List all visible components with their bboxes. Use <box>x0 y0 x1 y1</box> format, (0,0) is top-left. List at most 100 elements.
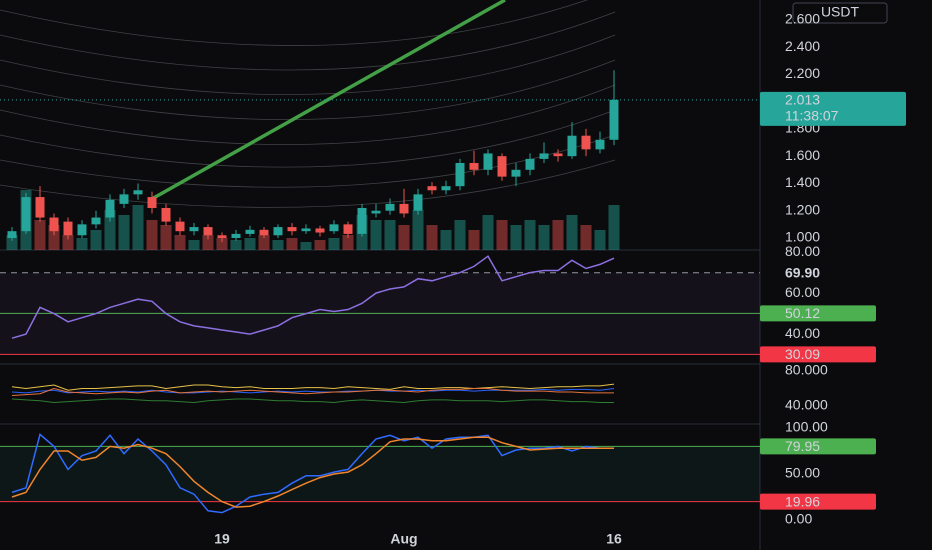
candle-body <box>427 186 437 191</box>
volume-bar <box>426 225 438 250</box>
candle-body <box>539 153 549 159</box>
candle-body <box>399 203 409 214</box>
y-tick-label: 1.600 <box>785 147 820 163</box>
band-fill <box>0 446 760 502</box>
candle-body <box>273 227 283 236</box>
volume-bar <box>496 220 508 250</box>
level-label-box <box>760 438 876 455</box>
y-tick-label: 0.00 <box>785 511 812 527</box>
volume-bar <box>272 240 284 250</box>
indicator-line <box>11 255 615 339</box>
volume-bar <box>146 220 158 250</box>
candle-body <box>147 197 157 208</box>
volume-bar <box>202 235 214 250</box>
candle-body <box>385 203 395 211</box>
volume-bar <box>76 238 88 250</box>
fan-lines <box>0 0 616 208</box>
level-label-box <box>760 346 876 363</box>
indicator-line <box>11 383 615 391</box>
candle-body <box>329 224 339 232</box>
candle-body <box>35 197 45 218</box>
candle-body <box>511 169 521 177</box>
volume-bar <box>230 240 242 250</box>
y-tick-label: 60.00 <box>785 284 820 300</box>
candle-body <box>413 194 423 211</box>
volume-bar <box>258 235 270 250</box>
volume-bar <box>552 220 564 250</box>
volume-bar <box>244 238 256 250</box>
x-tick-label: 16 <box>606 531 622 547</box>
candle-body <box>133 190 143 195</box>
y-tick-label: 1.200 <box>785 201 820 217</box>
candle-body <box>63 221 73 236</box>
candle-body <box>7 231 17 238</box>
candle-body <box>497 156 507 177</box>
candle-body <box>553 153 563 157</box>
volume-bar <box>594 230 606 250</box>
volume-bar <box>580 225 592 250</box>
volume-bar <box>342 235 354 250</box>
volume-bar <box>104 210 116 250</box>
candle-body <box>567 135 577 157</box>
level-label-box <box>760 305 876 322</box>
volume-bar <box>6 235 18 250</box>
candle-body <box>581 135 591 150</box>
candle-body <box>483 153 493 170</box>
candle-body <box>525 158 535 170</box>
candle-body <box>357 207 367 234</box>
y-tick-label: 2.600 <box>785 10 820 26</box>
candle-body <box>259 229 269 236</box>
indicator-line <box>11 398 614 404</box>
trend-line <box>149 0 506 202</box>
volume-bar <box>468 230 480 250</box>
last-price-box <box>760 91 906 126</box>
candle-body <box>91 217 101 225</box>
level-label: 19.96 <box>785 493 820 509</box>
volume-bar <box>34 220 46 250</box>
candle-body <box>371 210 381 214</box>
volume-bar <box>566 215 578 250</box>
level-label: 50.12 <box>785 305 820 321</box>
last-price: 2.013 <box>785 92 820 108</box>
y-tick-label: 100.00 <box>785 419 828 435</box>
candle-body <box>315 228 325 233</box>
countdown: 11:38:07 <box>785 108 839 124</box>
candle-body <box>609 99 619 140</box>
indicator-line <box>11 388 615 394</box>
candle-body <box>217 235 227 238</box>
candle-body <box>49 217 59 232</box>
y-tick-label: 80.000 <box>785 362 828 378</box>
candle-body <box>203 227 213 236</box>
y-tick-label: 40.000 <box>785 397 828 413</box>
candle-body <box>231 233 241 238</box>
volume-bar <box>90 230 102 250</box>
volume-bar <box>384 220 396 250</box>
candle-body <box>301 228 311 232</box>
candle-body <box>21 197 31 232</box>
currency[interactable]: USDT <box>821 4 860 20</box>
volume-bar <box>188 240 200 250</box>
volume-bar <box>314 240 326 250</box>
candle-body <box>189 227 199 232</box>
candle-body <box>77 224 87 236</box>
volume-bar <box>608 205 620 250</box>
y-tick-label: 1.400 <box>785 174 820 190</box>
candle-body <box>161 207 171 222</box>
y-tick-label: 2.400 <box>785 38 820 54</box>
volume-bar <box>370 220 382 250</box>
volume-bar <box>48 225 60 250</box>
y-tick-label: 2.200 <box>785 65 820 81</box>
level-label: 69.90 <box>785 264 820 280</box>
candle-body <box>119 194 129 204</box>
candle-body <box>245 229 255 234</box>
candle-body <box>469 162 479 170</box>
indicator-line <box>11 387 614 396</box>
indicator-line <box>11 436 614 508</box>
x-tick-label: Aug <box>390 531 417 547</box>
candle-body <box>595 139 605 150</box>
currency-box[interactable] <box>792 2 888 24</box>
volume-bar <box>524 220 536 250</box>
